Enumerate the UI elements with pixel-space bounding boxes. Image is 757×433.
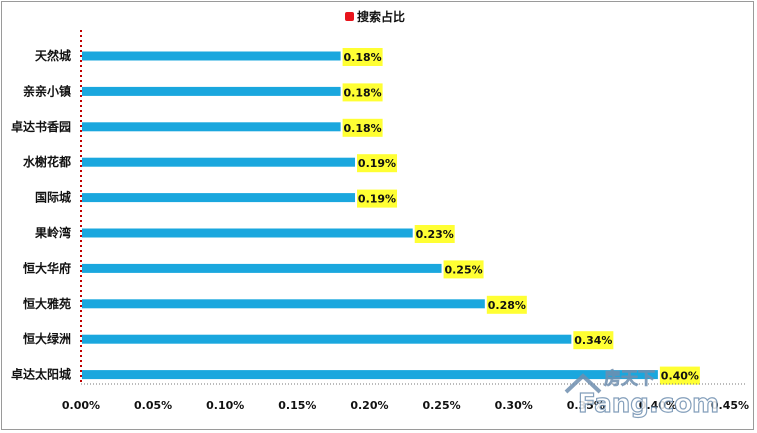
x-tick-label: 0.20%	[350, 399, 388, 412]
x-tick-label: 0.35%	[567, 399, 605, 412]
category-label: 卓达书香园	[11, 119, 71, 134]
data-label-bg	[342, 48, 383, 66]
category-label: 果岭湾	[34, 225, 71, 240]
x-tick-label: 0.15%	[278, 399, 316, 412]
category-label: 国际城	[35, 190, 71, 205]
x-tick-label: 0.10%	[206, 399, 244, 412]
bar	[82, 157, 356, 167]
bar	[82, 334, 572, 344]
data-label: 0.18%	[344, 122, 382, 135]
category-label: 卓达太阳城	[11, 367, 71, 382]
x-tick-label: 0.00%	[62, 399, 100, 412]
data-label-bg	[357, 154, 398, 173]
data-label: 0.28%	[488, 299, 526, 312]
bar	[82, 370, 658, 380]
data-label-bg	[486, 295, 527, 314]
bar	[82, 51, 341, 61]
bar	[82, 193, 356, 203]
x-tick-label: 0.05%	[134, 399, 172, 412]
category-label: 恒大华府	[23, 260, 71, 275]
data-label: 0.40%	[661, 370, 699, 383]
category-label: 天然城	[35, 48, 71, 63]
data-label-bg	[659, 366, 700, 385]
data-label: 0.19%	[358, 157, 396, 170]
data-labels: 0.18% 0.18% 0.18% 0.19% 0.19% 0.23% 0.25% 0.28%…	[342, 48, 700, 385]
bar	[82, 122, 341, 132]
data-label-bg	[342, 83, 383, 102]
x-tick-labels: 0.00% 0.05% 0.10% 0.15% 0.20% 0.25% 0.30% 0.35%…	[62, 399, 749, 412]
category-label: 水榭花都	[23, 154, 71, 169]
data-label-bg	[414, 225, 455, 243]
data-label: 0.19%	[358, 193, 396, 206]
x-tick-label: 0.45%	[711, 399, 749, 412]
legend-swatch	[345, 12, 354, 21]
legend-label: 搜索占比	[357, 9, 405, 24]
bar	[82, 86, 341, 96]
watermark-text-top: 房天下	[604, 368, 655, 389]
data-label: 0.34%	[574, 334, 612, 347]
category-label: 恒大雅苑	[23, 296, 71, 311]
data-label: 0.18%	[344, 86, 382, 99]
bars-group	[82, 51, 658, 380]
data-label: 0.18%	[344, 51, 382, 64]
bar	[82, 299, 485, 309]
bar	[82, 228, 413, 238]
data-label-bg	[443, 260, 484, 279]
x-tick-label: 0.40%	[639, 399, 677, 412]
data-label: 0.25%	[444, 263, 482, 276]
data-label: 0.23%	[416, 228, 454, 241]
legend: 搜索占比	[345, 9, 405, 24]
x-tick-label: 0.30%	[495, 399, 533, 412]
category-label: 亲亲小镇	[23, 83, 71, 98]
data-label-bg	[357, 189, 398, 208]
category-label: 恒大绿洲	[23, 331, 71, 346]
data-label-bg	[342, 118, 383, 137]
fang-watermark-logo: 房天下 Fang.com	[564, 368, 720, 420]
watermark-house-icon	[564, 373, 602, 394]
watermark-text-bottom: Fang.com	[578, 389, 719, 419]
data-label-bg	[573, 331, 614, 350]
x-tick-label: 0.25%	[422, 399, 460, 412]
bar	[82, 263, 442, 273]
